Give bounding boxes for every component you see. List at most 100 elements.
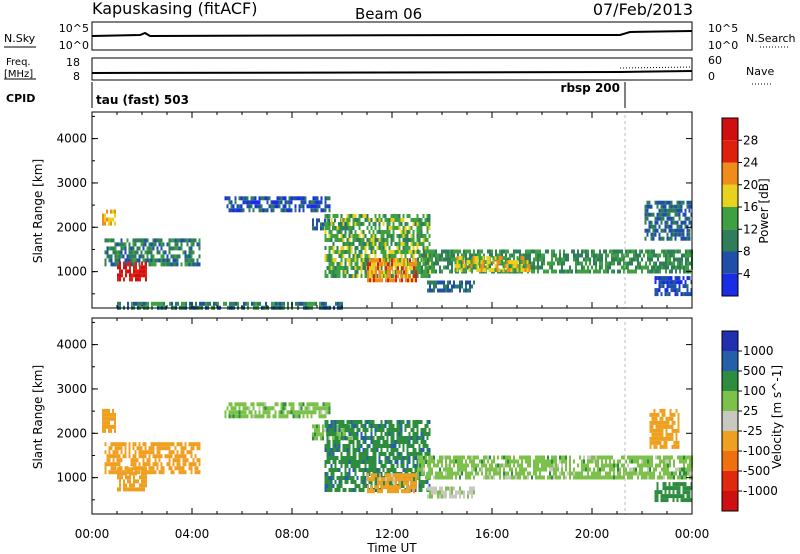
data-cell	[495, 253, 497, 258]
data-cell	[268, 406, 271, 411]
data-cell	[378, 452, 381, 456]
data-cell	[145, 301, 147, 306]
power-colorbar-tick-label: 8	[743, 245, 751, 259]
data-cell	[381, 278, 383, 283]
data-cell	[611, 261, 613, 266]
data-cell	[517, 249, 519, 254]
data-cell	[122, 246, 125, 251]
data-cell	[354, 488, 357, 492]
data-cell	[362, 440, 365, 444]
data-cell	[352, 480, 355, 484]
data-cell	[272, 406, 275, 411]
data-cell	[139, 475, 141, 480]
data-cell	[298, 196, 301, 201]
data-cell	[336, 226, 339, 230]
data-cell	[276, 200, 279, 205]
data-cell	[134, 254, 137, 259]
data-cell	[328, 250, 331, 254]
data-cell	[358, 428, 361, 432]
data-cell	[108, 450, 111, 455]
data-cell	[356, 428, 359, 432]
data-cell	[449, 471, 451, 476]
freq-tick-top: 18	[66, 56, 80, 69]
data-cell	[110, 258, 113, 263]
data-cell	[410, 234, 413, 238]
data-cell	[402, 214, 405, 218]
data-cell	[108, 254, 111, 259]
data-cell	[292, 402, 295, 407]
data-cell	[509, 475, 511, 480]
data-cell	[246, 406, 249, 411]
data-cell	[316, 402, 319, 407]
data-cell	[160, 242, 163, 247]
data-cell	[340, 226, 343, 230]
data-cell	[144, 242, 147, 247]
data-cell	[126, 238, 129, 243]
data-cell	[114, 254, 117, 259]
data-cell	[402, 444, 405, 448]
data-cell	[496, 268, 499, 273]
data-cell	[433, 265, 435, 270]
data-cell	[252, 406, 255, 411]
data-cell	[674, 280, 677, 285]
time-tick-label: 20:00	[575, 527, 610, 541]
data-cell	[507, 459, 509, 464]
data-cell	[344, 468, 347, 472]
data-cell	[330, 262, 333, 266]
data-cell	[465, 459, 467, 464]
data-cell	[376, 436, 379, 440]
data-cell	[318, 432, 320, 437]
data-cell	[372, 440, 375, 444]
data-cell	[382, 222, 385, 226]
data-cell	[417, 269, 419, 274]
data-cell	[655, 444, 658, 449]
data-cell	[404, 242, 407, 246]
data-cell	[686, 276, 689, 281]
power-colorbar-tick-label: 20	[743, 178, 758, 192]
data-cell	[166, 462, 169, 467]
data-cell	[116, 254, 119, 259]
data-cell	[651, 475, 653, 480]
data-cell	[292, 414, 295, 419]
data-cell	[391, 266, 393, 271]
data-cell	[457, 463, 459, 468]
data-cell	[653, 420, 656, 425]
data-cell	[126, 258, 129, 263]
data-cell	[392, 226, 395, 230]
data-cell	[688, 494, 691, 499]
data-cell	[406, 214, 409, 218]
data-cell	[379, 278, 381, 283]
data-cell	[656, 482, 659, 487]
data-cell	[673, 475, 675, 480]
data-cell	[174, 446, 177, 451]
data-cell	[414, 452, 417, 456]
data-cell	[326, 440, 329, 444]
data-cell	[416, 452, 419, 456]
data-cell	[399, 262, 401, 267]
data-cell	[502, 256, 505, 261]
data-cell	[519, 463, 521, 468]
data-cell	[635, 253, 637, 258]
data-cell	[509, 265, 511, 270]
data-cell	[681, 459, 683, 464]
data-cell	[276, 402, 279, 407]
data-cell	[675, 265, 677, 270]
data-cell	[507, 463, 509, 468]
data-cell	[406, 456, 409, 460]
data-cell	[681, 455, 683, 460]
data-cell	[406, 258, 409, 262]
data-cell	[144, 462, 147, 467]
data-cell	[373, 262, 375, 267]
data-cell	[302, 414, 305, 419]
data-cell	[678, 228, 681, 233]
data-cell	[668, 228, 671, 233]
data-cell	[421, 269, 423, 274]
data-cell	[435, 490, 437, 495]
data-cell	[314, 424, 316, 429]
data-cell	[676, 204, 679, 209]
data-cell	[328, 402, 331, 407]
data-cell	[264, 406, 267, 411]
data-cell	[503, 475, 505, 480]
data-cell	[348, 258, 351, 262]
data-cell	[465, 253, 467, 258]
